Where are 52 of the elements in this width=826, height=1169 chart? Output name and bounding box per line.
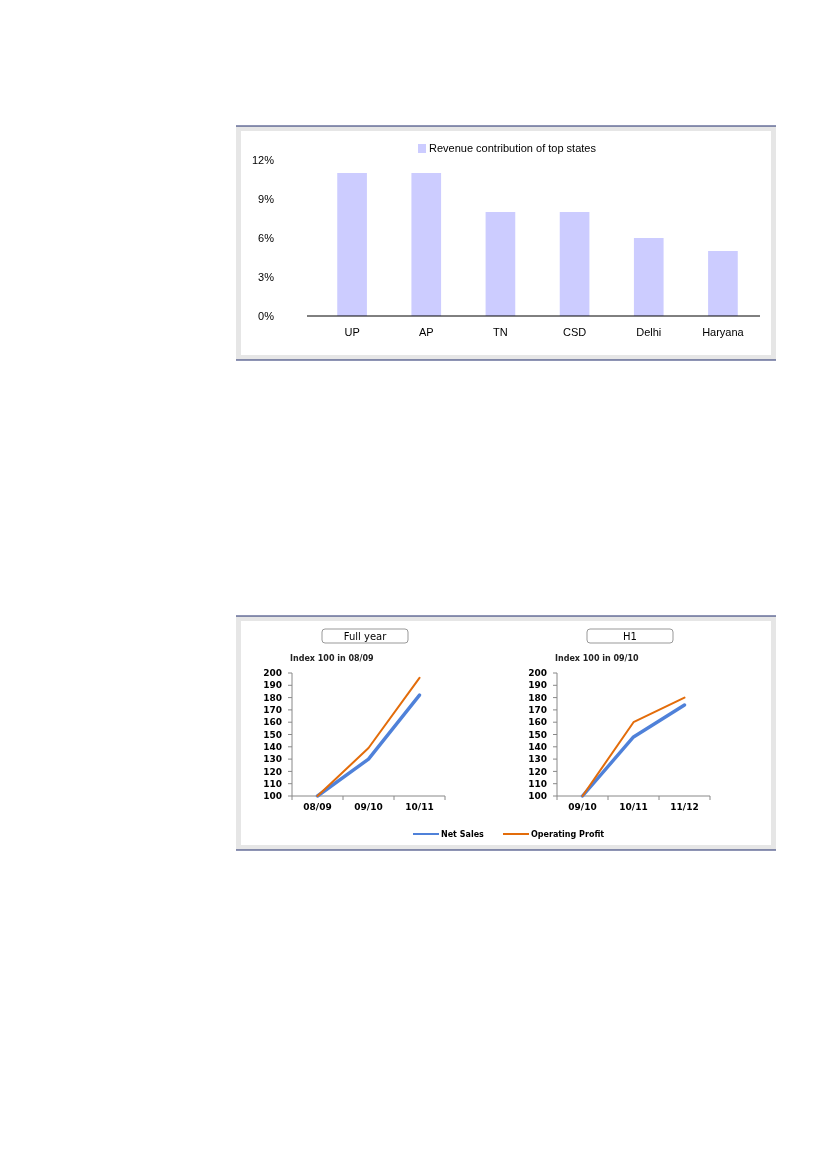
- y-tick-label: 120: [528, 766, 547, 777]
- y-tick-label: 160: [263, 717, 282, 728]
- y-tick-label: 3%: [258, 270, 275, 283]
- y-tick-label: 0%: [258, 309, 275, 322]
- legend-label: Operating Profit: [531, 830, 605, 839]
- bar: [337, 173, 367, 316]
- y-axis-title: Index 100 in 09/10: [555, 654, 640, 663]
- y-tick-label: 190: [263, 680, 282, 691]
- y-tick-label: 140: [263, 741, 282, 752]
- y-tick-label: 170: [263, 705, 282, 716]
- y-tick-label: 170: [528, 705, 547, 716]
- y-tick-label: 120: [263, 766, 282, 777]
- x-tick-label: 08/09: [303, 802, 332, 812]
- x-tick-label: UP: [344, 326, 360, 338]
- y-tick-label: 150: [263, 729, 282, 740]
- chart-title: H1: [623, 631, 637, 642]
- y-tick-label: 180: [528, 692, 547, 703]
- x-tick-label: Delhi: [636, 326, 662, 338]
- bar: [708, 251, 738, 316]
- y-tick-label: 9%: [258, 192, 275, 205]
- x-tick-label: AP: [418, 326, 434, 338]
- y-tick-label: 6%: [258, 231, 275, 244]
- y-tick-label: 130: [263, 754, 282, 765]
- x-tick-label: CSD: [562, 326, 587, 338]
- y-tick-label: 160: [528, 717, 547, 728]
- x-tick-label: 09/10: [354, 802, 383, 812]
- y-tick-label: 110: [263, 778, 282, 789]
- chart-title: Full year: [343, 631, 388, 642]
- y-tick-label: 100: [263, 791, 282, 802]
- y-tick-label: 200: [263, 668, 282, 679]
- bar: [633, 238, 664, 316]
- y-tick-label: 150: [528, 729, 547, 740]
- x-tick-label: 09/10: [568, 802, 597, 812]
- y-tick-label: 100: [528, 791, 547, 802]
- y-tick-label: 140: [528, 741, 547, 752]
- y-tick-label: 130: [528, 754, 547, 765]
- bar: [559, 212, 590, 316]
- bar: [485, 212, 516, 316]
- legend-label: Net Sales: [441, 830, 485, 839]
- x-tick-label: TN: [493, 326, 508, 338]
- legend-label: Revenue contribution of top states: [429, 142, 597, 154]
- x-tick-label: Haryana: [702, 326, 745, 338]
- y-tick-label: 190: [528, 680, 547, 691]
- x-tick-label: 10/11: [405, 802, 434, 812]
- y-tick-label: 180: [263, 692, 282, 703]
- y-tick-label: 200: [528, 668, 547, 679]
- x-tick-label: 10/11: [619, 802, 648, 812]
- y-tick-label: 12%: [251, 153, 275, 166]
- x-tick-label: 11/12: [670, 802, 699, 812]
- y-tick-label: 110: [528, 778, 547, 789]
- y-axis-title: Index 100 in 08/09: [290, 654, 375, 663]
- bar: [411, 173, 442, 316]
